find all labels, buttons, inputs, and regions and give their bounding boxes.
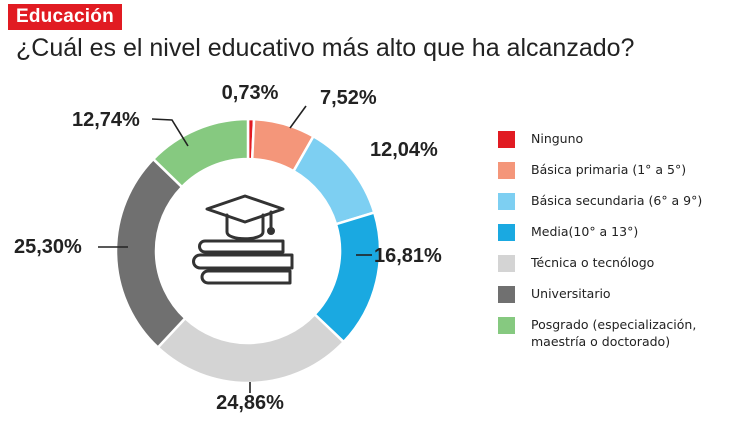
percentage-labels: 0,73% 7,52% 12,04% 16,81% 24,86% 25,30% 12,74% (14, 82, 442, 414)
slice-value-label-1: 0,73% (222, 82, 279, 104)
legend-item-2: Básica primaria (1° a 5°) (498, 161, 743, 179)
legend-item-7: Posgrado (especialización, maestría o do… (498, 316, 743, 350)
legend-item-5: Técnica o tecnólogo (498, 254, 743, 272)
graduation-cap-on-books-icon (192, 194, 294, 285)
leader-line-7 (151, 118, 189, 147)
donut-slice-3 (291, 134, 376, 226)
legend-label: Posgrado (especialización, maestría o do… (531, 317, 697, 349)
legend-item-1: Ninguno (498, 130, 743, 148)
section-tag: Educación (8, 4, 122, 30)
donut-slices (114, 117, 382, 385)
chart-question: ¿Cuál es el nivel educativo más alto que… (16, 34, 635, 62)
leader-line-2 (289, 105, 307, 129)
legend-swatch (498, 286, 515, 303)
legend-swatch (498, 317, 515, 334)
legend-label: Básica secundaria (6° a 9°) (531, 193, 703, 208)
slice-value-label-7: 12,74% (72, 109, 140, 131)
slice-value-label-2: 7,52% (320, 87, 377, 109)
legend-swatch (498, 162, 515, 179)
legend-label: Universitario (531, 286, 611, 301)
slice-value-label-3: 12,04% (370, 139, 438, 161)
donut-slice-7 (151, 117, 250, 189)
slice-value-label-6: 25,30% (14, 236, 82, 258)
legend-item-6: Universitario (498, 285, 743, 303)
legend-swatch (498, 224, 515, 241)
slice-value-label-5: 24,86% (216, 392, 284, 414)
donut-slice-6 (114, 157, 187, 350)
legend-item-3: Básica secundaria (6° a 9°) (498, 192, 743, 210)
donut-slice-5 (156, 312, 346, 385)
legend-swatch (498, 255, 515, 272)
legend-label: Básica primaria (1° a 5°) (531, 162, 687, 177)
legend: Ninguno Básica primaria (1° a 5°) Básica s… (498, 130, 743, 364)
legend-swatch (498, 193, 515, 210)
slice-value-label-4: 16,81% (374, 245, 442, 267)
legend-label: Ninguno (531, 131, 584, 146)
legend-label: Técnica o tecnólogo (531, 255, 655, 270)
legend-swatch (498, 131, 515, 148)
legend-label: Media(10° a 13°) (531, 224, 639, 239)
legend-item-4: Media(10° a 13°) (498, 223, 743, 241)
